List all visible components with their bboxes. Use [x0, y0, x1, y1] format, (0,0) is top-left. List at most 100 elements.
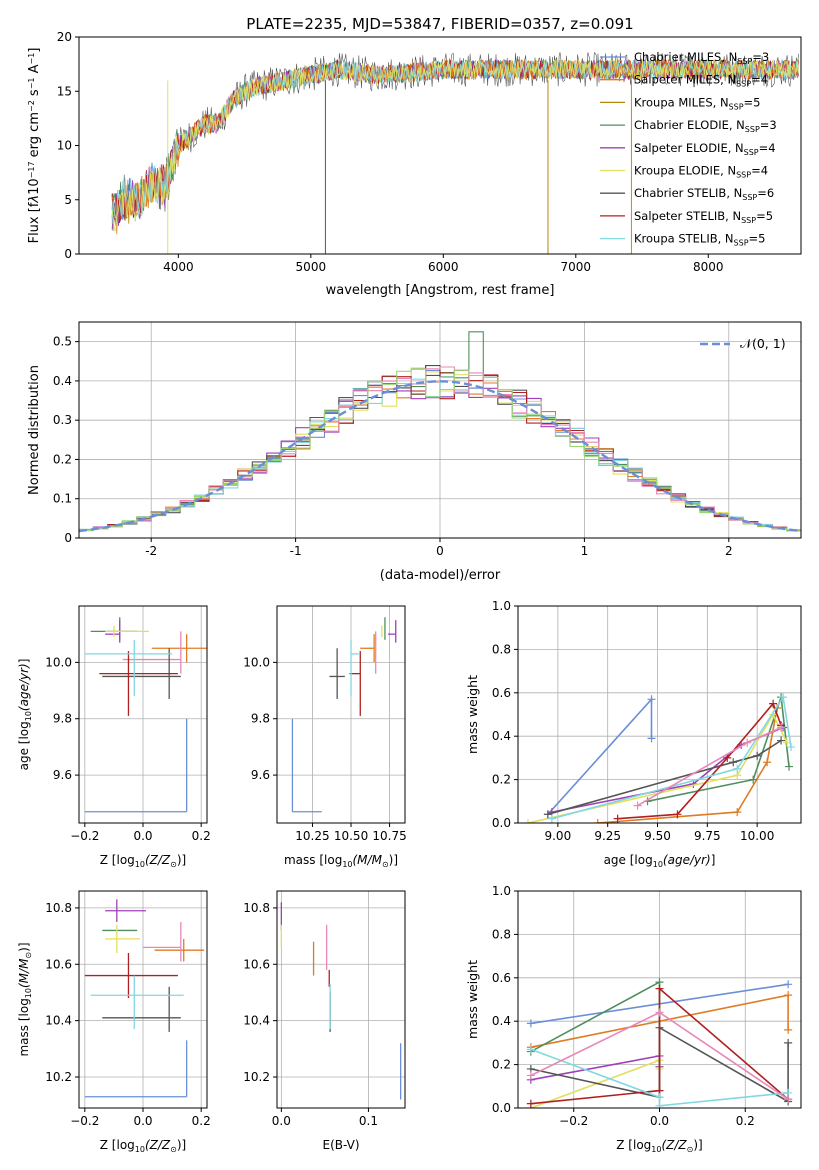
- plot-area: [280, 902, 402, 1100]
- residual-histogram-panel: -2 -1 0 1 2 0 0.1 0.2 0.3 0.4 0.5 (data-model)/erro…: [27, 321, 802, 583]
- x-tick-label: 9.75: [694, 829, 721, 843]
- series-marker: [729, 758, 738, 767]
- error-point: [360, 634, 375, 663]
- series-line: [617, 702, 782, 820]
- age-vs-mass-panel: 10.25 10.50 10.75 9.6 9.8 10.0 mass [log10(M/M…: [243, 605, 407, 869]
- series-marker: [743, 738, 752, 747]
- y-tick-label: 10.2: [45, 1070, 72, 1084]
- y-tick-label: 1.0: [492, 884, 511, 898]
- series-marker: [647, 734, 656, 743]
- series-marker: [753, 751, 762, 760]
- series-line: [547, 739, 782, 816]
- legend-label: Kroupa STELIB, NSSP=5: [634, 232, 765, 248]
- series-marker: [673, 810, 682, 819]
- mass-weight-vs-metallicity-panel: −0.2 0.0 0.2 0.0 0.2 0.4 0.6 0.8 1.0 Z [log10(Z/Z…: [465, 884, 802, 1154]
- y-tick-label: 0.8: [492, 927, 511, 941]
- series-marker: [787, 743, 796, 752]
- series-marker: [526, 1071, 535, 1080]
- legend-item: Salpeter ELODIE, NSSP=4: [600, 141, 776, 157]
- y-tick-label: 10.6: [45, 957, 72, 971]
- series-marker: [785, 762, 794, 771]
- legend-item: Kroupa STELIB, NSSP=5: [600, 232, 765, 248]
- spectrum-panel: PLATE=2235, MJD=53847, FIBERID=0357, z=0…: [27, 15, 802, 298]
- x-tick-label: 0.0: [133, 1114, 152, 1128]
- x-tick-label: 0.2: [736, 1114, 755, 1128]
- y-tick-label: 10.0: [243, 655, 270, 669]
- y-tick-label: 10: [57, 139, 72, 153]
- y-tick-label: 9.6: [251, 768, 270, 782]
- error-point: [84, 639, 173, 697]
- y-tick-label: 0.0: [492, 816, 511, 830]
- error-point: [102, 986, 181, 1032]
- series-marker: [593, 819, 602, 823]
- y-axis-label: mass weight: [465, 960, 480, 1039]
- legend: Chabrier MILES, NSSP=3 Salpeter MILES, NS…: [600, 50, 777, 248]
- y-tick-label: 10.6: [243, 957, 270, 971]
- axes-frame: [517, 605, 802, 824]
- y-tick-label: 0.2: [492, 1058, 511, 1072]
- legend: 𝒩(0, 1): [700, 336, 786, 351]
- x-axis-label: Z [log10(Z/Z⊙)]: [100, 853, 186, 869]
- x-tick-label: 0.2: [192, 1114, 211, 1128]
- x-tick-label: 0: [436, 544, 444, 558]
- x-axis-label: wavelength [Angstrom, rest frame]: [326, 283, 555, 298]
- weight-series: [547, 693, 796, 823]
- series-line: [530, 986, 789, 1105]
- x-tick-label: 0.0: [133, 829, 152, 843]
- series-marker: [749, 775, 758, 784]
- x-tick-label: 7000: [561, 260, 592, 274]
- y-tick-label: 10.0: [45, 655, 72, 669]
- legend-label: Kroupa ELODIE, NSSP=4: [634, 164, 768, 180]
- series-marker: [784, 1038, 793, 1047]
- legend-label: 𝒩(0, 1): [740, 336, 786, 351]
- x-axis-label: Z [log10(Z/Z⊙)]: [616, 1138, 702, 1154]
- x-axis-label: Z [log10(Z/Z⊙)]: [100, 1138, 186, 1154]
- y-tick-label: 9.8: [53, 712, 72, 726]
- series-marker: [777, 736, 786, 745]
- y-tick-label: 0.4: [53, 374, 72, 388]
- legend-label: Salpeter STELIB, NSSP=5: [634, 209, 773, 225]
- weight-series: [593, 703, 782, 823]
- y-tick-label: 0.4: [492, 1014, 511, 1028]
- series-marker: [633, 801, 642, 810]
- weight-series: [526, 1045, 793, 1108]
- legend-label: Kroupa MILES, NSSP=5: [634, 95, 760, 111]
- legend-item: Kroupa MILES, NSSP=5: [600, 95, 760, 111]
- plot-area: [84, 617, 207, 813]
- legend-item: Kroupa ELODIE, NSSP=4: [600, 164, 768, 180]
- legend-item: Chabrier ELODIE, NSSP=3: [600, 118, 777, 134]
- y-tick-label: 10.4: [243, 1014, 270, 1028]
- y-axis-label: mass [log10(M/M⊙)]: [17, 942, 33, 1056]
- axes-frame: [78, 321, 802, 539]
- y-tick-label: 10.4: [45, 1014, 72, 1028]
- x-axis-label: mass [log10(M/M⊙)]: [284, 853, 398, 869]
- error-point: [105, 924, 141, 953]
- axes-frame: [517, 890, 802, 1109]
- weight-series: [547, 723, 788, 817]
- x-tick-label: -1: [290, 544, 302, 558]
- series-marker: [526, 1019, 535, 1028]
- x-tick-label: 0.0: [650, 1114, 669, 1128]
- y-tick-label: 10.8: [243, 901, 270, 915]
- axes-frame: [78, 36, 802, 255]
- y-axis-label: age [log10(age/yr)]: [17, 659, 33, 771]
- plot-area: [84, 899, 205, 1098]
- plot-area: [111, 52, 799, 254]
- weight-series: [526, 984, 793, 1108]
- y-tick-label: 0.6: [492, 971, 511, 985]
- mass-vs-reddening-panel: 0.0 0.1 10.2 10.4 10.6 10.8 E(B-V): [243, 890, 406, 1152]
- series-line: [530, 980, 661, 1091]
- plot-area: [291, 617, 397, 813]
- error-point: [122, 631, 182, 674]
- x-tick-label: 0.1: [359, 1114, 378, 1128]
- mass-vs-metallicity-panel: −0.2 0.0 0.2 10.2 10.4 10.6 10.8 Z [log10(Z/Z⊙)…: [17, 890, 211, 1154]
- x-tick-label: 10.00: [740, 829, 774, 843]
- y-tick-label: 10.2: [243, 1070, 270, 1084]
- error-point: [99, 651, 178, 716]
- axes-frame: [78, 605, 208, 824]
- series-marker: [543, 810, 552, 819]
- error-point: [105, 625, 149, 637]
- error-point: [329, 648, 345, 699]
- y-tick-label: 0.6: [492, 686, 511, 700]
